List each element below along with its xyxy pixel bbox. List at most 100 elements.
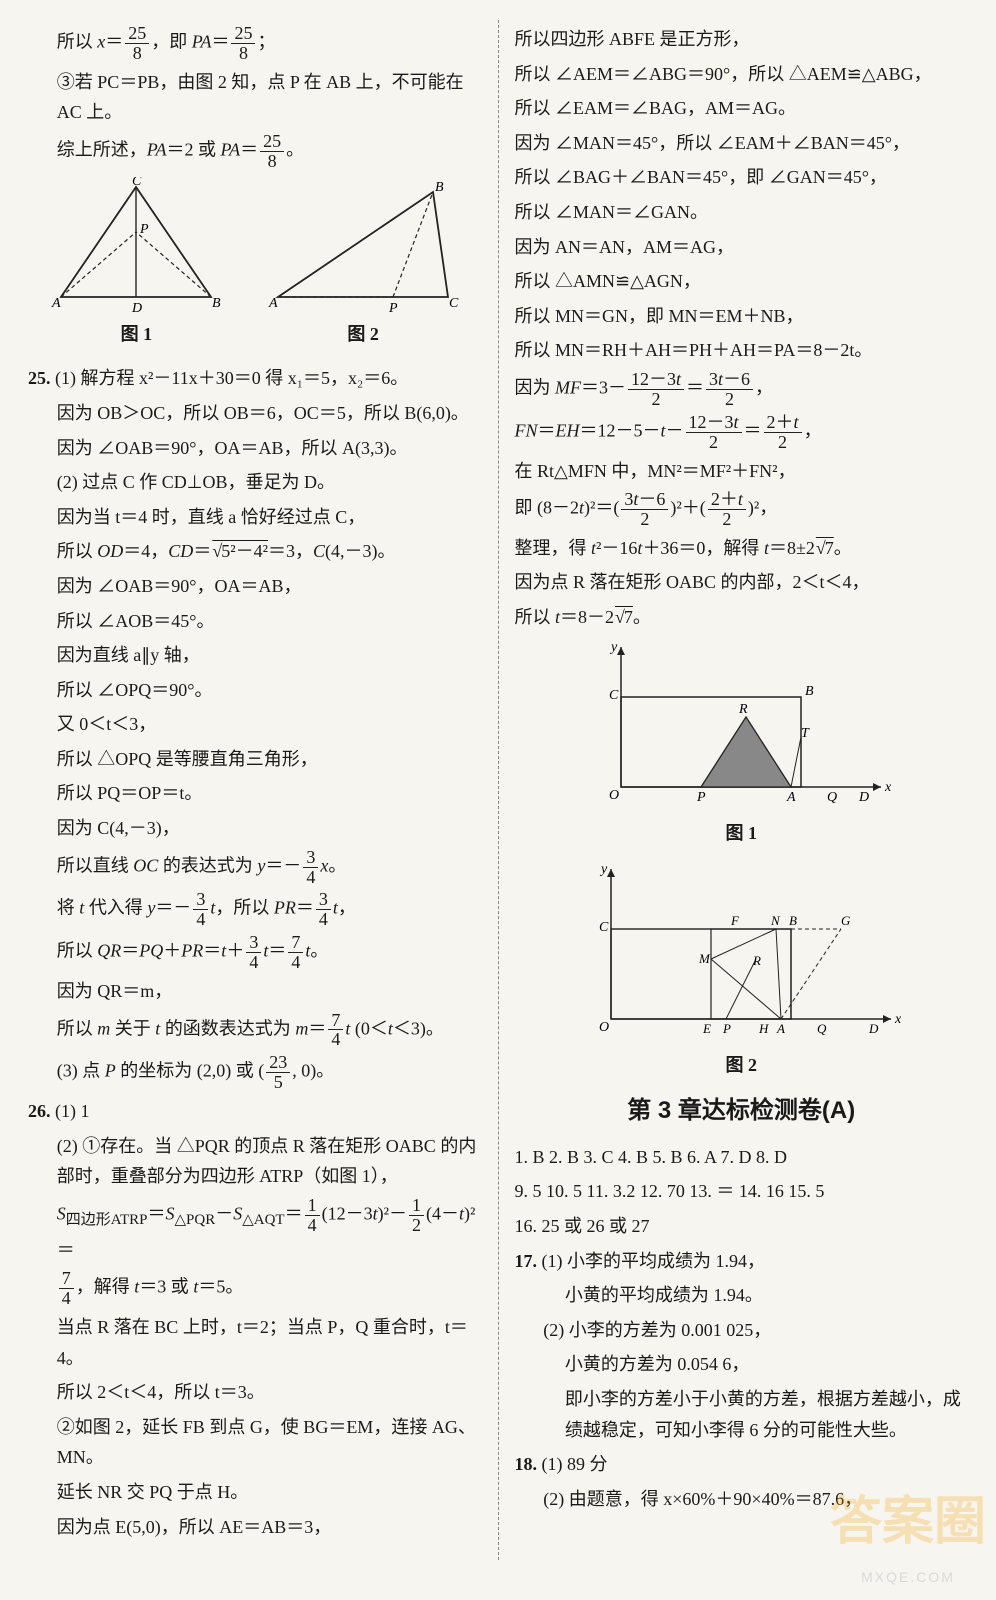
- svg-text:R: R: [752, 953, 761, 968]
- text: 因为 ∠OAB＝90°，OA＝AB，: [28, 571, 482, 602]
- text: 74，解得 t＝3 或 t＝5。: [28, 1269, 482, 1308]
- answers-2: 9. 5 10. 5 11. 3.2 12. 70 13. ＝ 14. 16 1…: [515, 1176, 969, 1207]
- coord-fig1-svg: x y O C B P A Q D R T: [591, 637, 891, 807]
- svg-text:C: C: [609, 688, 619, 703]
- svg-text:G: G: [841, 913, 851, 928]
- text: 所以 MN＝GN，即 MN＝EM＋NB，: [515, 301, 969, 332]
- text: 所以 △AMN≌△AGN，: [515, 266, 969, 297]
- triangle-2-svg: A C B P: [263, 177, 463, 317]
- text: S四边形ATRP＝S△PQR－S△AQT＝14(12－3t)²－12(4－t)²…: [28, 1196, 482, 1265]
- q25: 25. (1) 解方程 x²－11x＋30＝0 得 x₁＝5，x₂＝6。: [28, 363, 482, 394]
- text: (1) 89 分: [542, 1454, 608, 1474]
- svg-text:P: P: [388, 301, 398, 316]
- svg-text:P: P: [722, 1021, 731, 1036]
- left-column: 所以 x＝258，即 PA＝258； ③若 PC＝PB，由图 2 知，点 P 在…: [18, 20, 492, 1560]
- svg-text:O: O: [609, 788, 619, 803]
- svg-text:A: A: [786, 790, 796, 805]
- svg-text:Q: Q: [817, 1021, 827, 1036]
- svg-text:H: H: [758, 1021, 769, 1036]
- text: (1) 小李的平均成绩为 1.94，: [542, 1251, 766, 1271]
- answers-1: 1. B 2. B 3. C 4. B 5. B 6. A 7. D 8. D: [515, 1142, 969, 1173]
- text: (2) 由题意，得 x×60%＋90×40%＝87.6，: [515, 1484, 969, 1515]
- right-column: 所以四边形 ABFE 是正方形， 所以 ∠AEM＝∠ABG＝90°，所以 △AE…: [505, 20, 979, 1560]
- column-divider: [498, 20, 499, 1560]
- right-fig1-caption: 图 1: [515, 818, 969, 849]
- text: 因为直线 a∥y 轴，: [28, 640, 482, 671]
- right-figure-1: x y O C B P A Q D R T 图 1: [515, 637, 969, 849]
- svg-text:N: N: [770, 913, 781, 928]
- svg-text:B: B: [212, 296, 221, 311]
- fig1-caption: 图 1: [121, 319, 153, 350]
- text: 所以 ∠BAG＋∠BAN＝45°，即 ∠GAN＝45°，: [515, 162, 969, 193]
- svg-text:D: D: [131, 301, 142, 316]
- text: 因为点 R 落在矩形 OABC 的内部，2＜t＜4，: [515, 567, 969, 598]
- text: 所以 m 关于 t 的函数表达式为 m＝74t (0＜t＜3)。: [28, 1011, 482, 1050]
- svg-text:P: P: [696, 790, 706, 805]
- svg-text:M: M: [698, 951, 711, 966]
- q18-num: 18.: [515, 1454, 538, 1474]
- text: (1) 解方程 x²－11x＋30＝0 得 x₁＝5，x₂＝6。: [55, 368, 408, 388]
- text: 所以 x＝258，即 PA＝258；: [28, 24, 482, 63]
- svg-text:A: A: [268, 296, 278, 311]
- svg-text:C: C: [599, 920, 609, 935]
- text: 所以 2＜t＜4，所以 t＝3。: [28, 1377, 482, 1408]
- text: 所以 △OPQ 是等腰直角三角形，: [28, 744, 482, 775]
- svg-text:A: A: [776, 1021, 785, 1036]
- svg-text:B: B: [435, 180, 444, 195]
- text: 小黄的方差为 0.054 6，: [515, 1349, 969, 1380]
- text: 又 0＜t＜3，: [28, 709, 482, 740]
- svg-text:B: B: [805, 684, 814, 699]
- text: 所以 QR＝PQ＋PR＝t＋34t＝74t。: [28, 933, 482, 972]
- text: 整理，得 t²－16t＋36＝0，解得 t＝8±27。: [515, 533, 969, 564]
- svg-text:C: C: [132, 177, 142, 189]
- q18: 18. (1) 89 分: [515, 1449, 969, 1480]
- section-title: 第 3 章达标检测卷(A): [515, 1091, 969, 1132]
- text: 即 (8－2t)²＝(3t－62)²＋(2＋t2)²，: [515, 490, 969, 529]
- svg-text:D: D: [858, 790, 869, 805]
- svg-text:D: D: [868, 1021, 879, 1036]
- text: 当点 R 落在 BC 上时，t＝2；当点 P，Q 重合时，t＝4。: [28, 1312, 482, 1373]
- text: 所以四边形 ABFE 是正方形，: [515, 24, 969, 55]
- watermark-url: MXQE.COM: [830, 1566, 986, 1590]
- q26-num: 26.: [28, 1101, 51, 1121]
- svg-text:Q: Q: [827, 790, 837, 805]
- figure-2: A C B P 图 2: [263, 177, 463, 360]
- text: (2) ①存在。当 △PQR 的顶点 R 落在矩形 OABC 的内部时，重叠部分…: [28, 1131, 482, 1192]
- text: 所以 ∠AOB＝45°。: [28, 606, 482, 637]
- text: (3) 点 P 的坐标为 (2,0) 或 (235, 0)。: [28, 1053, 482, 1092]
- text: (2) 过点 C 作 CD⊥OB，垂足为 D。: [28, 467, 482, 498]
- svg-text:y: y: [599, 862, 608, 877]
- text: 因为 ∠MAN＝45°，所以 ∠EAM＋∠BAN＝45°，: [515, 128, 969, 159]
- q26: 26. (1) 1: [28, 1096, 482, 1127]
- text: 小黄的平均成绩为 1.94。: [515, 1280, 969, 1311]
- svg-text:A: A: [51, 296, 61, 311]
- svg-text:x: x: [894, 1012, 901, 1027]
- coord-fig2-svg: x y O C F N B G: [581, 859, 901, 1039]
- text: 因为 C(4,－3)，: [28, 813, 482, 844]
- text: 所以 ∠AEM＝∠ABG＝90°，所以 △AEM≌△ABG，: [515, 59, 969, 90]
- svg-text:B: B: [789, 913, 797, 928]
- right-fig2-caption: 图 2: [515, 1050, 969, 1081]
- svg-text:C: C: [449, 296, 459, 311]
- text: 因为点 E(5,0)，所以 AE＝AB＝3，: [28, 1512, 482, 1543]
- text: 所以 MN＝RH＋AH＝PH＋AH＝PA＝8－2t。: [515, 335, 969, 366]
- text: 在 Rt△MFN 中，MN²＝MF²＋FN²，: [515, 456, 969, 487]
- fig2-caption: 图 2: [347, 319, 379, 350]
- text: 所以 ∠OPQ＝90°。: [28, 675, 482, 706]
- svg-text:y: y: [609, 640, 618, 655]
- svg-text:O: O: [599, 1020, 609, 1035]
- figure-1: A B C D P 图 1: [46, 177, 226, 360]
- answers-3: 16. 25 或 26 或 27: [515, 1211, 969, 1242]
- text: 因为 MF＝3－12－3t2＝3t－62，: [515, 370, 969, 409]
- q17-num: 17.: [515, 1251, 538, 1271]
- right-figure-2: x y O C F N B G: [515, 859, 969, 1081]
- text: ②如图 2，延长 FB 到点 G，使 BG＝EM，连接 AG、MN。: [28, 1412, 482, 1473]
- svg-text:R: R: [738, 702, 748, 717]
- text: 因为 OB＞OC，所以 OB＝6，OC＝5，所以 B(6,0)。: [28, 398, 482, 429]
- text: 因为当 t＝4 时，直线 a 恰好经过点 C，: [28, 502, 482, 533]
- text: FN＝EH＝12－5－t－12－3t2＝2＋t2，: [515, 413, 969, 452]
- svg-text:x: x: [884, 780, 891, 795]
- text: ③若 PC＝PB，由图 2 知，点 P 在 AB 上，不可能在 AC 上。: [28, 67, 482, 128]
- figure-row: A B C D P 图 1 A C B P 图 2: [28, 177, 482, 360]
- text: 所以直线 OC 的表达式为 y＝－34x。: [28, 848, 482, 887]
